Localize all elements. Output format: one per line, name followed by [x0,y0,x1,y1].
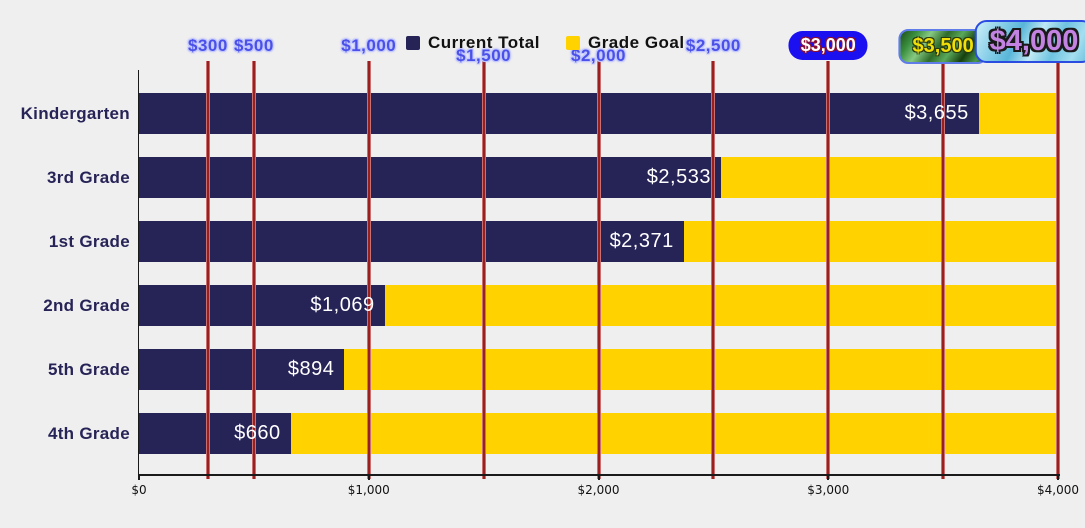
bar-value-label: $2,533 [646,165,711,188]
y-axis [137,70,139,474]
grade-goal-swatch-icon [565,36,580,50]
milestone-label-4000: $4,000 [974,20,1085,63]
category-label: 1st Grade [48,231,130,251]
x-tick-label-0: $0 [131,483,147,497]
bar-value-label: $3,655 [904,101,969,124]
milestone-line-4000 [1056,61,1060,479]
milestone-label-3000: $3,000 [788,31,868,60]
milestone-label-300: $300 [188,36,228,55]
x-tick-label-4000: $4,000 [1037,483,1079,497]
milestone-label-3500: $3,500 [898,29,988,64]
x-tick-label-2000: $2,000 [577,483,620,497]
bar-value-label: $660 [234,421,281,444]
category-label: 4th Grade [47,423,130,443]
milestone-label-2500: $2,500 [685,36,741,55]
x-tick-4000 [1057,474,1059,480]
category-label: 3rd Grade [46,167,130,187]
bar-value-label: $1,069 [310,293,375,316]
current-bar [139,412,291,454]
milestone-label-1500: $1,500 [456,46,512,65]
chart-legend: Current Total Grade Goal [406,33,685,53]
milestone-label-1000: $1,000 [341,36,397,55]
milestone-line-300 [205,61,210,479]
milestone-line-3500 [941,61,946,479]
x-tick-3000 [827,474,830,480]
current-bar [139,348,345,390]
x-tick-label-1000: $1,000 [347,483,390,497]
milestone-line-1000 [366,61,371,479]
milestone-line-2500 [711,61,716,479]
current-bar [139,284,385,326]
category-label: 2nd Grade [43,295,130,315]
milestone-line-2000 [596,61,601,479]
legend-item-grade-goal: Grade Goal [565,33,685,53]
bar-value-label: $894 [287,357,335,380]
milestone-line-3000 [826,61,831,479]
x-tick-2000 [597,474,600,480]
milestone-label-2000: $2,000 [571,46,626,65]
current-bar [139,92,979,134]
legend-item-current-total: Current Total [406,33,540,53]
x-tick-0 [138,474,140,480]
category-label: 5th Grade [47,359,130,379]
bar-value-label: $2,371 [609,229,674,252]
current-total-swatch-icon [406,36,420,50]
milestone-line-1500 [481,61,486,479]
x-tick-1000 [367,474,370,480]
milestone-line-500 [251,61,256,479]
current-bar [139,220,684,262]
milestone-label-500: $500 [233,36,274,55]
legend-label-current-total: Current Total [428,33,540,52]
current-bar [139,156,721,198]
legend-label-grade-goal: Grade Goal [587,33,685,52]
x-tick-label-3000: $3,000 [807,483,850,497]
category-label: Kindergarten [20,103,130,123]
